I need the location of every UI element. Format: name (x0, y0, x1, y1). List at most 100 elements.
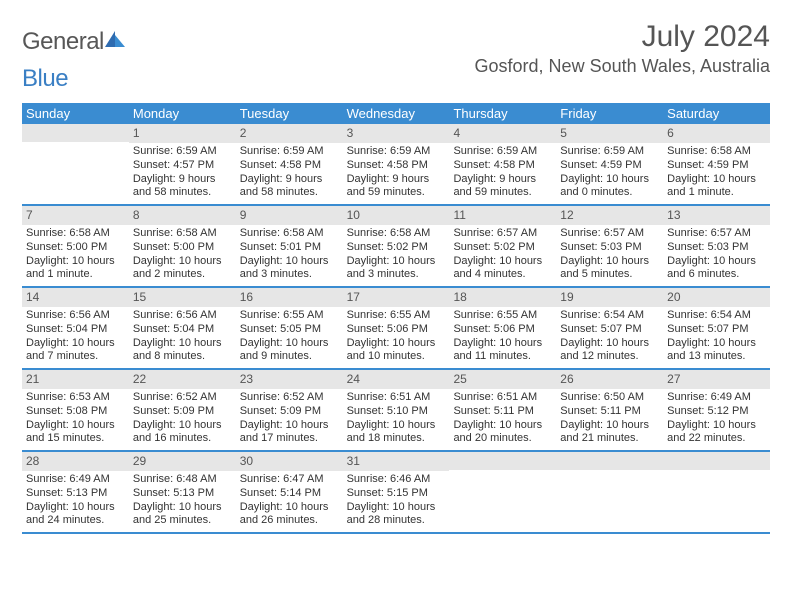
day-number: 18 (449, 288, 556, 307)
day-cell: 25Sunrise: 6:51 AMSunset: 5:11 PMDayligh… (449, 370, 556, 450)
day2-text: and 6 minutes. (667, 268, 766, 282)
day-number: 1 (129, 124, 236, 143)
day2-text: and 28 minutes. (347, 514, 446, 528)
day-body: Sunrise: 6:51 AMSunset: 5:10 PMDaylight:… (343, 389, 450, 446)
day-body: Sunrise: 6:59 AMSunset: 4:58 PMDaylight:… (236, 143, 343, 200)
day-number: 6 (663, 124, 770, 143)
day-number: 31 (343, 452, 450, 471)
day1-text: Daylight: 9 hours (133, 173, 232, 187)
sunset-text: Sunset: 5:13 PM (26, 487, 125, 501)
day1-text: Daylight: 10 hours (560, 173, 659, 187)
day-number: 5 (556, 124, 663, 143)
day-cell: 19Sunrise: 6:54 AMSunset: 5:07 PMDayligh… (556, 288, 663, 368)
day2-text: and 1 minute. (26, 268, 125, 282)
day-number: 23 (236, 370, 343, 389)
day-cell: 23Sunrise: 6:52 AMSunset: 5:09 PMDayligh… (236, 370, 343, 450)
weekday-header-row: Sunday Monday Tuesday Wednesday Thursday… (22, 103, 770, 124)
day-number: 16 (236, 288, 343, 307)
day-cell: 13Sunrise: 6:57 AMSunset: 5:03 PMDayligh… (663, 206, 770, 286)
day2-text: and 15 minutes. (26, 432, 125, 446)
sunset-text: Sunset: 5:00 PM (133, 241, 232, 255)
day2-text: and 20 minutes. (453, 432, 552, 446)
day-cell: 22Sunrise: 6:52 AMSunset: 5:09 PMDayligh… (129, 370, 236, 450)
sunset-text: Sunset: 5:10 PM (347, 405, 446, 419)
day2-text: and 1 minute. (667, 186, 766, 200)
sunrise-text: Sunrise: 6:55 AM (453, 309, 552, 323)
day-cell: 11Sunrise: 6:57 AMSunset: 5:02 PMDayligh… (449, 206, 556, 286)
day-cell: 14Sunrise: 6:56 AMSunset: 5:04 PMDayligh… (22, 288, 129, 368)
day-cell: 28Sunrise: 6:49 AMSunset: 5:13 PMDayligh… (22, 452, 129, 532)
sunset-text: Sunset: 5:05 PM (240, 323, 339, 337)
day-number: 24 (343, 370, 450, 389)
week-row: 1Sunrise: 6:59 AMSunset: 4:57 PMDaylight… (22, 124, 770, 206)
sunrise-text: Sunrise: 6:56 AM (133, 309, 232, 323)
day2-text: and 26 minutes. (240, 514, 339, 528)
day-body: Sunrise: 6:54 AMSunset: 5:07 PMDaylight:… (556, 307, 663, 364)
day-cell: 17Sunrise: 6:55 AMSunset: 5:06 PMDayligh… (343, 288, 450, 368)
logo-icon (105, 28, 127, 56)
day-body: Sunrise: 6:55 AMSunset: 5:06 PMDaylight:… (449, 307, 556, 364)
day-number: 30 (236, 452, 343, 471)
day1-text: Daylight: 10 hours (667, 337, 766, 351)
sunset-text: Sunset: 5:09 PM (133, 405, 232, 419)
day-cell: 26Sunrise: 6:50 AMSunset: 5:11 PMDayligh… (556, 370, 663, 450)
day-cell (22, 124, 129, 204)
weekday-header: Friday (556, 103, 663, 124)
day-cell (449, 452, 556, 532)
day2-text: and 9 minutes. (240, 350, 339, 364)
sunset-text: Sunset: 4:58 PM (453, 159, 552, 173)
day-number (449, 452, 556, 470)
sunrise-text: Sunrise: 6:58 AM (133, 227, 232, 241)
week-row: 7Sunrise: 6:58 AMSunset: 5:00 PMDaylight… (22, 206, 770, 288)
sunset-text: Sunset: 4:58 PM (347, 159, 446, 173)
weekday-header: Monday (129, 103, 236, 124)
sunrise-text: Sunrise: 6:59 AM (133, 145, 232, 159)
day-number: 4 (449, 124, 556, 143)
day2-text: and 25 minutes. (133, 514, 232, 528)
day-body: Sunrise: 6:51 AMSunset: 5:11 PMDaylight:… (449, 389, 556, 446)
day-cell: 12Sunrise: 6:57 AMSunset: 5:03 PMDayligh… (556, 206, 663, 286)
day2-text: and 24 minutes. (26, 514, 125, 528)
sunrise-text: Sunrise: 6:49 AM (26, 473, 125, 487)
sunset-text: Sunset: 4:58 PM (240, 159, 339, 173)
day-body: Sunrise: 6:58 AMSunset: 5:00 PMDaylight:… (129, 225, 236, 282)
sunset-text: Sunset: 5:12 PM (667, 405, 766, 419)
sunset-text: Sunset: 5:09 PM (240, 405, 339, 419)
day-body (556, 470, 663, 472)
day-body: Sunrise: 6:59 AMSunset: 4:58 PMDaylight:… (343, 143, 450, 200)
sunrise-text: Sunrise: 6:48 AM (133, 473, 232, 487)
location-subtitle: Gosford, New South Wales, Australia (475, 56, 770, 77)
day-body: Sunrise: 6:50 AMSunset: 5:11 PMDaylight:… (556, 389, 663, 446)
day1-text: Daylight: 10 hours (347, 419, 446, 433)
day2-text: and 10 minutes. (347, 350, 446, 364)
day-body (449, 470, 556, 472)
sunrise-text: Sunrise: 6:52 AM (133, 391, 232, 405)
day1-text: Daylight: 10 hours (133, 337, 232, 351)
day1-text: Daylight: 10 hours (347, 255, 446, 269)
day1-text: Daylight: 9 hours (240, 173, 339, 187)
day-number: 11 (449, 206, 556, 225)
day-body: Sunrise: 6:59 AMSunset: 4:58 PMDaylight:… (449, 143, 556, 200)
day-number (663, 452, 770, 470)
weekday-header: Tuesday (236, 103, 343, 124)
day1-text: Daylight: 10 hours (133, 501, 232, 515)
sunrise-text: Sunrise: 6:55 AM (240, 309, 339, 323)
sunrise-text: Sunrise: 6:46 AM (347, 473, 446, 487)
sunrise-text: Sunrise: 6:58 AM (667, 145, 766, 159)
day-number: 10 (343, 206, 450, 225)
day1-text: Daylight: 10 hours (453, 255, 552, 269)
sunset-text: Sunset: 5:15 PM (347, 487, 446, 501)
sunrise-text: Sunrise: 6:57 AM (453, 227, 552, 241)
week-row: 21Sunrise: 6:53 AMSunset: 5:08 PMDayligh… (22, 370, 770, 452)
title-block: July 2024 Gosford, New South Wales, Aust… (475, 20, 770, 77)
day-body: Sunrise: 6:59 AMSunset: 4:57 PMDaylight:… (129, 143, 236, 200)
day-cell: 16Sunrise: 6:55 AMSunset: 5:05 PMDayligh… (236, 288, 343, 368)
sunrise-text: Sunrise: 6:56 AM (26, 309, 125, 323)
day1-text: Daylight: 10 hours (133, 419, 232, 433)
day-body: Sunrise: 6:47 AMSunset: 5:14 PMDaylight:… (236, 471, 343, 528)
day-cell (663, 452, 770, 532)
day2-text: and 58 minutes. (240, 186, 339, 200)
day-number: 3 (343, 124, 450, 143)
sunrise-text: Sunrise: 6:47 AM (240, 473, 339, 487)
day1-text: Daylight: 10 hours (347, 501, 446, 515)
